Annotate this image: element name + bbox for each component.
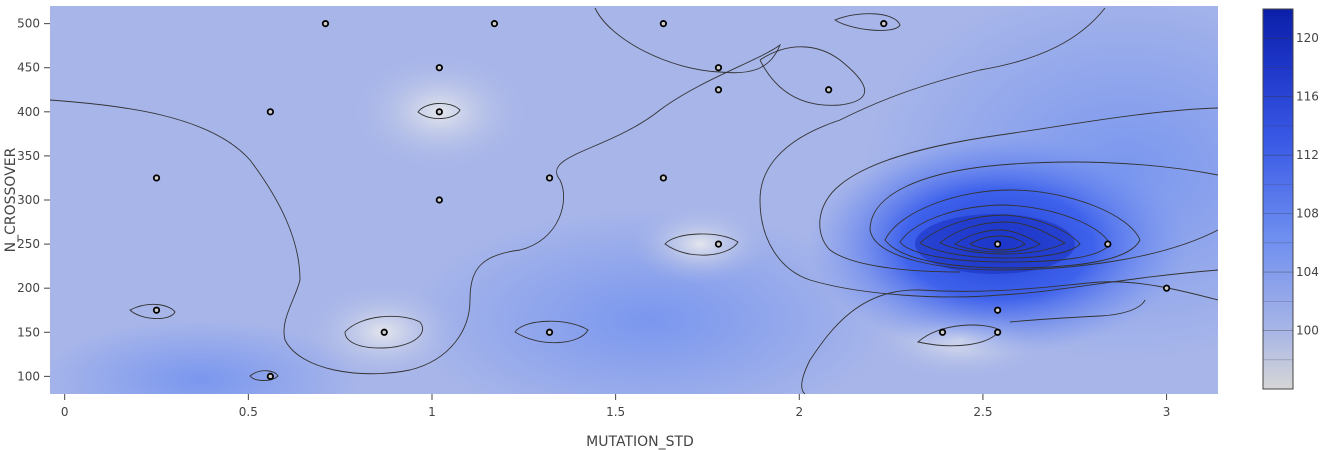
data-point[interactable]	[659, 174, 667, 182]
data-point[interactable]	[714, 86, 723, 94]
y-tick-label: 400	[17, 105, 40, 119]
colorbar-tick-label: 116	[1296, 90, 1319, 104]
data-point[interactable]	[545, 328, 554, 336]
y-tick-label: 300	[17, 193, 40, 207]
x-axis-title: MUTATION_STD	[586, 434, 694, 450]
colorbar-tick-label: 108	[1296, 207, 1319, 221]
data-point[interactable]	[380, 328, 388, 336]
x-tick-label: 1.5	[606, 405, 625, 419]
x-tick-label: 0.5	[239, 405, 258, 419]
plot-area	[50, 6, 1218, 394]
colorbar-tick-label: 120	[1296, 31, 1319, 45]
data-point[interactable]	[545, 174, 554, 182]
y-tick-label: 150	[17, 325, 40, 339]
y-tick-label: 100	[17, 369, 40, 383]
data-point[interactable]	[266, 108, 274, 116]
colorbar: 100 104 108 112 116 120	[1262, 8, 1319, 390]
y-tick-label: 450	[17, 61, 40, 75]
data-point[interactable]	[714, 240, 723, 248]
data-point[interactable]	[435, 64, 443, 72]
colorbar-tick-label: 112	[1296, 148, 1319, 162]
data-point[interactable]	[435, 108, 443, 116]
heat-region	[50, 320, 360, 394]
data-point[interactable]	[1162, 284, 1171, 292]
colorbar-scale	[1262, 8, 1294, 390]
data-points	[152, 20, 1171, 380]
x-tick-label: 1	[428, 405, 436, 419]
y-tick-label: 500	[17, 17, 40, 31]
data-point[interactable]	[1104, 240, 1112, 248]
data-point[interactable]	[994, 306, 1002, 314]
light-region	[630, 204, 770, 284]
data-point[interactable]	[994, 328, 1002, 336]
data-point[interactable]	[659, 20, 667, 28]
data-point[interactable]	[880, 20, 888, 28]
colorbar-ticks: 100 104 108 112 116 120	[1263, 8, 1319, 361]
colorbar-tick-label: 104	[1296, 265, 1319, 279]
data-point[interactable]	[152, 174, 161, 182]
data-point[interactable]	[266, 372, 274, 380]
data-point[interactable]	[321, 20, 330, 28]
heat-region	[410, 210, 890, 394]
y-axis: 100 150 200 250 300 350 400 450 500	[17, 17, 50, 383]
x-tick-label: 3	[1163, 405, 1171, 419]
data-point[interactable]	[490, 20, 499, 28]
y-tick-label: 200	[17, 281, 40, 295]
y-axis-title: N_CROSSOVER	[3, 147, 19, 252]
data-point[interactable]	[938, 328, 947, 336]
y-tick-label: 250	[17, 237, 40, 251]
x-tick-label: 0	[61, 405, 69, 419]
contour-lines	[50, 7, 1218, 394]
data-point[interactable]	[152, 306, 161, 314]
data-point[interactable]	[714, 64, 723, 72]
x-axis: 0 0.5 1 1.5 2 2.5 3	[61, 394, 1171, 419]
data-point[interactable]	[435, 196, 443, 204]
x-tick-label: 2	[795, 405, 803, 419]
data-point[interactable]	[994, 240, 1002, 248]
data-point[interactable]	[825, 86, 833, 94]
y-tick-label: 350	[17, 149, 40, 163]
colorbar-tick-label: 100	[1296, 324, 1319, 338]
x-tick-label: 2.5	[973, 405, 992, 419]
